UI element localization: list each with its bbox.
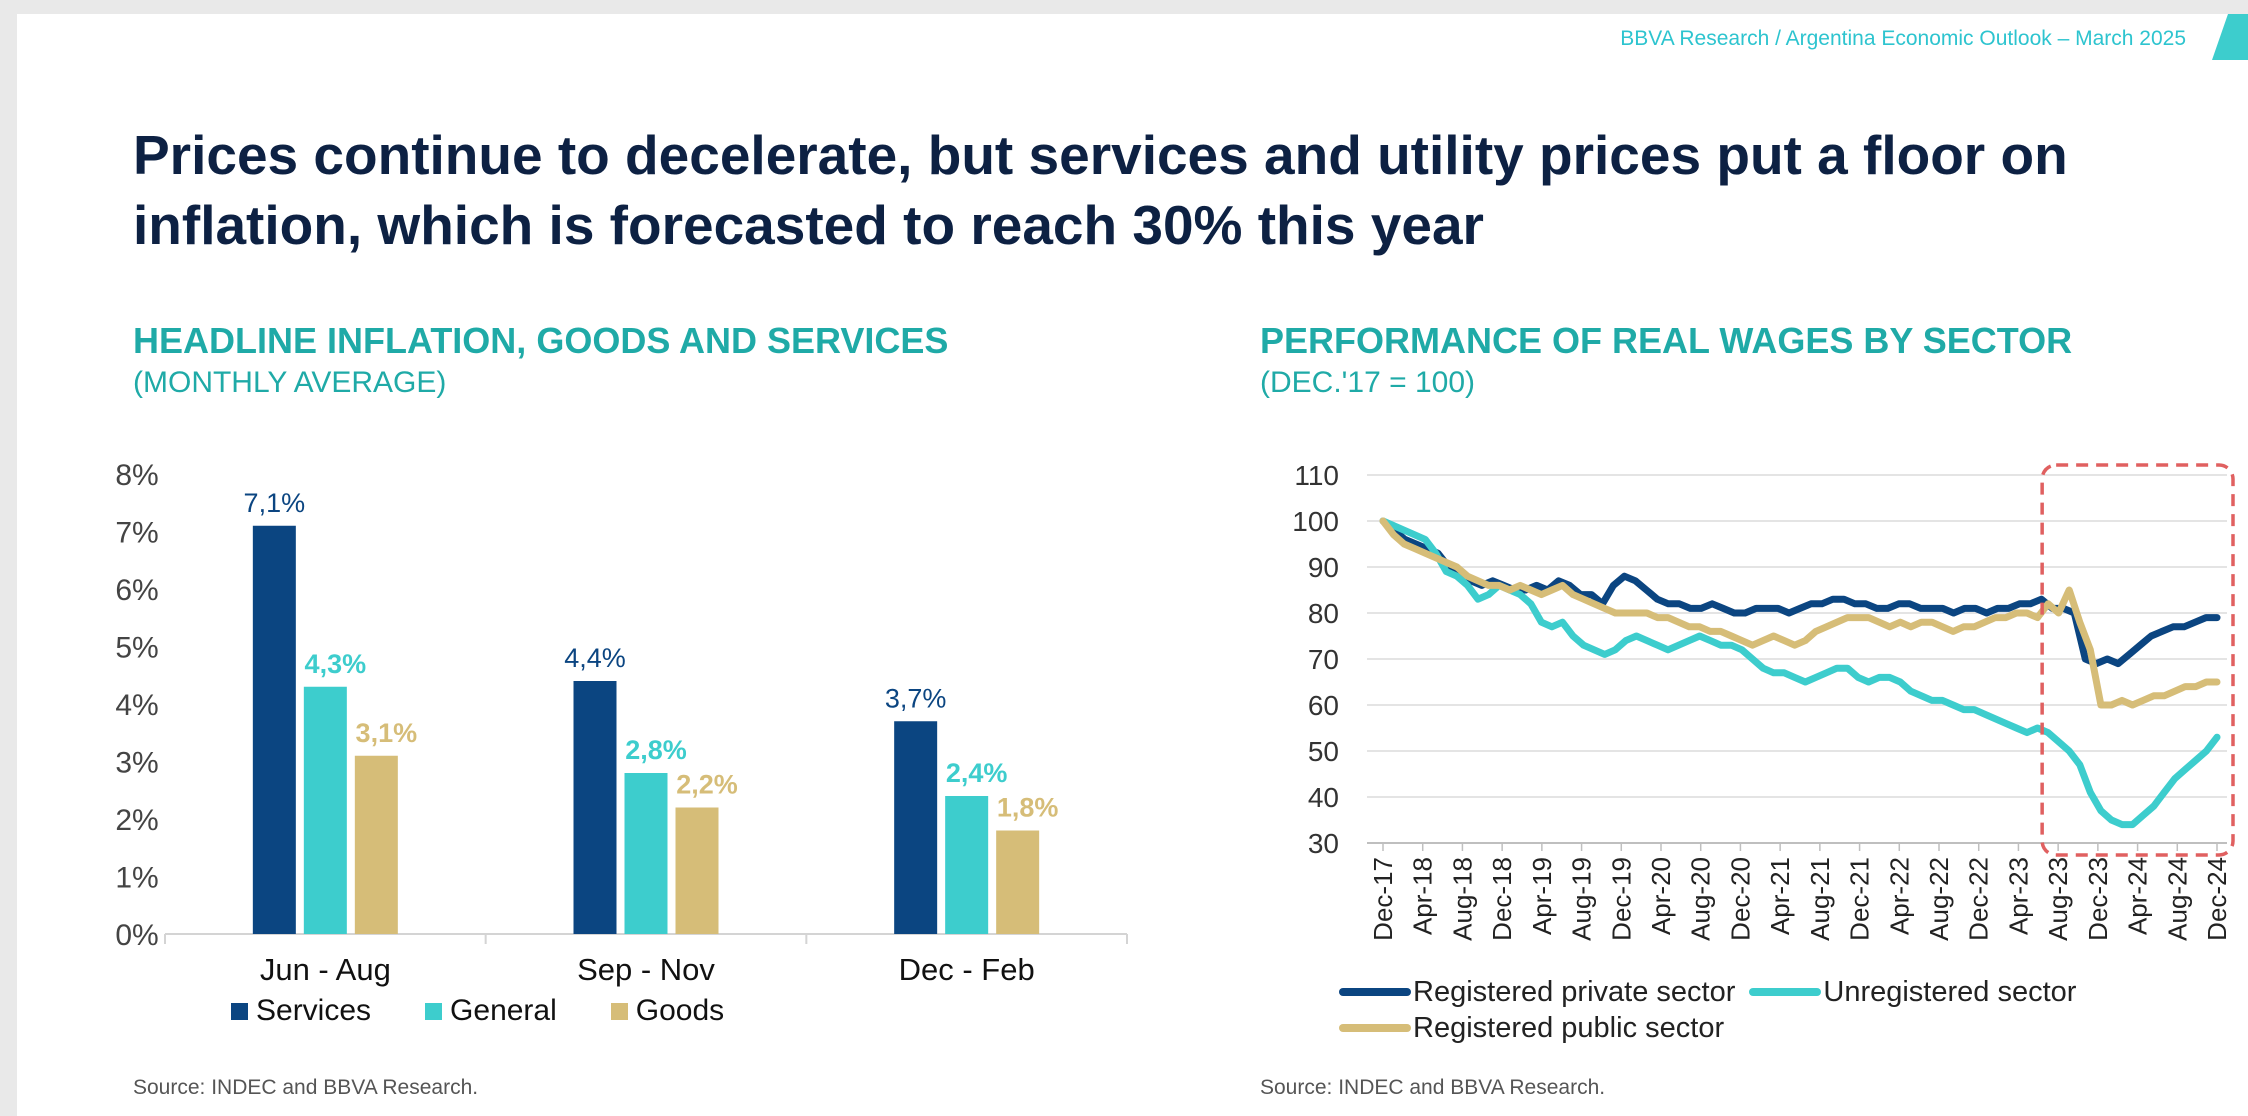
x-tick-label: Dec-17	[1368, 857, 1398, 941]
bar-goods	[996, 830, 1040, 934]
y-tick-label: 5%	[115, 632, 158, 665]
bar-services	[573, 681, 617, 934]
y-tick-label: 4%	[115, 689, 158, 722]
x-tick-label: Aug-19	[1567, 857, 1597, 941]
x-tick-label: Dec-24	[2202, 857, 2232, 941]
y-tick-label: 70	[1308, 644, 1339, 675]
x-tick-label: Apr-18	[1408, 857, 1438, 935]
bar-goods	[675, 807, 719, 934]
x-tick-label: Aug-18	[1447, 857, 1477, 941]
x-category-label: Jun - Aug	[260, 952, 391, 987]
x-category-label: Sep - Nov	[577, 952, 715, 987]
corner-accent-icon	[2212, 14, 2248, 60]
y-tick-label: 60	[1308, 690, 1339, 721]
x-tick-label: Apr-23	[2003, 857, 2033, 935]
bar-goods	[354, 755, 398, 934]
data-label: 2,4%	[946, 758, 1008, 788]
line-chart: 30 40 50 60 70 80 90 100 110 Dec-17 Apr-18 Aug-18 De…	[1292, 460, 2235, 941]
y-tick-label: 90	[1308, 552, 1339, 583]
y-tick-label: 50	[1308, 736, 1339, 767]
x-tick-label: Dec-22	[1964, 857, 1994, 941]
legend-swatch-services	[231, 1002, 248, 1020]
data-label: 4,4%	[564, 643, 626, 673]
legend-label-services: Services	[256, 994, 372, 1027]
bar-chart: 0% 1% 2% 3% 4% 5% 6% 7% 8% 7,1% 4,3% 3,1% Jun - Aug 4…	[115, 459, 1128, 987]
page-title: Prices continue to decelerate, but servi…	[133, 124, 2068, 256]
bar-general	[303, 686, 347, 934]
highlight-box	[2040, 463, 2235, 857]
y-tick-label: 2%	[115, 804, 158, 837]
data-label: 2,8%	[625, 735, 687, 765]
y-tick-label: 30	[1308, 828, 1339, 859]
left-chart-subtitle: (MONTHLY AVERAGE)	[133, 366, 447, 399]
x-tick-label: Aug-21	[1805, 857, 1835, 941]
y-tick-label: 110	[1294, 460, 1339, 491]
x-tick-label: Aug-23	[2043, 857, 2073, 941]
legend-swatch-registered-private	[1339, 988, 1411, 996]
right-chart-title: PERFORMANCE OF REAL WAGES BY SECTOR	[1260, 320, 2073, 361]
data-label: 4,3%	[305, 649, 367, 679]
x-tick-label: Dec-18	[1487, 857, 1517, 941]
y-tick-label: 7%	[115, 517, 158, 550]
y-tick-label: 8%	[115, 459, 158, 492]
legend-label-registered-public: Registered public sector	[1413, 1011, 1725, 1044]
x-tick-label: Dec-23	[2083, 857, 2113, 941]
data-label: 1,8%	[997, 793, 1059, 823]
x-tick-label: Dec-21	[1845, 857, 1875, 941]
legend-item-goods: Goods	[610, 994, 725, 1028]
x-tick-label: Aug-22	[1924, 857, 1954, 941]
x-tick-label: Apr-24	[2123, 857, 2153, 935]
legend-label-general: General	[450, 994, 557, 1027]
y-tick-label: 80	[1308, 598, 1339, 629]
y-tick-label: 6%	[115, 574, 158, 607]
line-chart-legend: Registered private sector Unregistered s…	[1339, 974, 2090, 1046]
legend-label-goods: Goods	[635, 994, 725, 1027]
legend-item-general: General	[425, 994, 557, 1028]
bar-services	[252, 525, 296, 934]
legend-item-registered-public: Registered public sector	[1339, 1012, 1724, 1045]
header-source-text: BBVA Research / Argentina Economic Outlo…	[1620, 27, 2186, 50]
bar-chart-legend: Services General Goods	[231, 994, 778, 1028]
legend-item-unregistered: Unregistered sector	[1749, 976, 2076, 1009]
y-tick-label: 1%	[115, 862, 158, 895]
y-tick-label: 0%	[115, 919, 158, 952]
x-tick-label: Apr-20	[1646, 857, 1676, 935]
data-label: 7,1%	[244, 488, 306, 518]
x-tick-label: Apr-19	[1527, 857, 1557, 935]
y-tick-label: 40	[1308, 782, 1339, 813]
data-label: 3,7%	[885, 683, 947, 713]
x-tick-label: Apr-21	[1765, 857, 1795, 935]
bar-services	[894, 721, 938, 934]
data-label: 3,1%	[356, 718, 418, 748]
y-tick-label: 3%	[115, 747, 158, 780]
x-tick-label: Aug-20	[1686, 857, 1716, 941]
legend-swatch-unregistered	[1749, 988, 1822, 996]
legend-item-services: Services	[231, 994, 371, 1028]
bar-general	[624, 773, 668, 934]
x-tick-label: Dec-19	[1606, 857, 1636, 941]
series-line-unregistered-sector	[1379, 517, 2221, 829]
legend-swatch-registered-public	[1339, 1024, 1411, 1032]
legend-label-unregistered: Unregistered sector	[1823, 975, 2077, 1008]
x-category-label: Dec - Feb	[899, 952, 1035, 987]
slide: BBVA Research / Argentina Economic Outlo…	[17, 14, 2248, 1116]
data-label: 2,2%	[676, 770, 738, 800]
bar-general	[945, 796, 989, 934]
left-source-text: Source: INDEC and BBVA Research.	[133, 1076, 479, 1099]
x-tick-label: Aug-24	[2162, 857, 2192, 941]
legend-item-registered-private: Registered private sector	[1339, 976, 1735, 1009]
y-tick-label: 100	[1292, 506, 1339, 537]
x-tick-label: Dec-20	[1725, 857, 1755, 941]
series-line-registered-public-sector	[1379, 517, 2221, 709]
right-source-text: Source: INDEC and BBVA Research.	[1260, 1076, 1606, 1099]
legend-swatch-goods	[610, 1002, 628, 1020]
legend-swatch-general	[425, 1002, 443, 1020]
right-chart-subtitle: (DEC.'17 = 100)	[1260, 366, 1475, 399]
legend-label-registered-private: Registered private sector	[1413, 975, 1736, 1008]
left-chart-title: HEADLINE INFLATION, GOODS AND SERVICES	[133, 320, 949, 361]
x-tick-label: Apr-22	[1884, 857, 1914, 935]
